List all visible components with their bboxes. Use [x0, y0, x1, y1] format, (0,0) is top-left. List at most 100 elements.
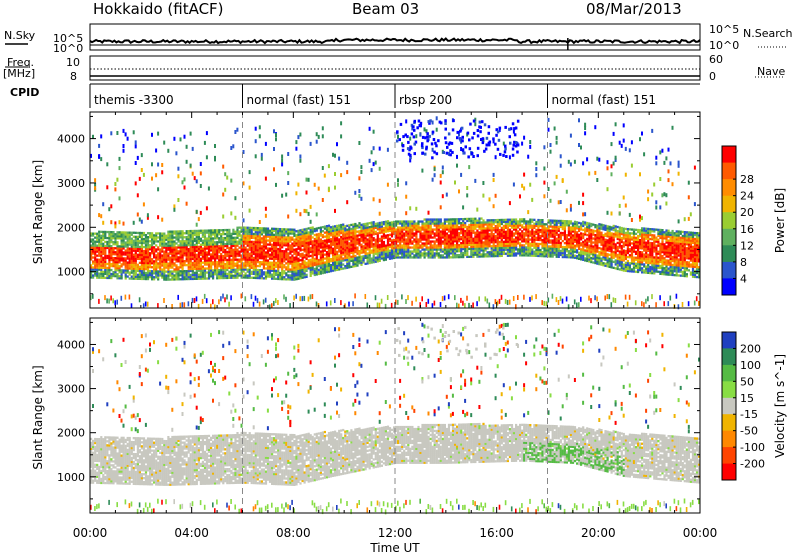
echo-cell: [515, 242, 518, 245]
echo-cell: [368, 251, 371, 255]
echo-cell: [348, 232, 351, 235]
echo-cell: [140, 243, 143, 247]
echo-cell: [232, 248, 235, 251]
echo-cell: [203, 267, 207, 270]
echo-cell: [484, 221, 487, 224]
echo-cell: [122, 233, 125, 236]
echo-cell: [191, 249, 194, 253]
echo-cell: [490, 235, 493, 238]
echo-cell: [510, 226, 514, 229]
echo-cell: [98, 238, 101, 241]
echo-cell: [327, 236, 331, 239]
echo-cell: [325, 231, 329, 234]
echo-cell: [169, 258, 172, 261]
echo-cell: [474, 253, 477, 256]
echo-cell: [338, 238, 341, 241]
echo-cell: [169, 230, 172, 233]
echo-cell: [293, 268, 296, 271]
echo-cell: [437, 222, 440, 225]
echo-cell: [504, 236, 507, 239]
echo-cell: [362, 249, 365, 252]
echo-cell: [165, 248, 168, 251]
echo-cell: [218, 299, 220, 305]
echo-cell: [106, 272, 109, 276]
echo-cell: [252, 246, 255, 250]
echo-cell: [506, 246, 509, 249]
echo-cell: [332, 243, 335, 246]
echo-cell: [275, 255, 278, 259]
echo-cell: [376, 246, 379, 249]
echo-cell: [340, 121, 343, 126]
echo-cell: [515, 220, 518, 223]
echo-cell: [210, 255, 213, 258]
echo-cell: [238, 226, 241, 229]
echo-cell: [98, 244, 101, 247]
echo-cell: [281, 262, 284, 265]
echo-cell: [462, 241, 465, 245]
echo-cell: [508, 228, 512, 231]
echo-cell: [547, 225, 550, 228]
echo-cell: [340, 247, 343, 251]
echo-cell: [287, 246, 290, 249]
echo-cell: [281, 266, 284, 269]
echo-cell: [506, 240, 509, 243]
echo-cell: [181, 242, 184, 245]
echo-cell: [203, 241, 207, 244]
echo-cell: [277, 300, 279, 305]
echo-cell: [506, 232, 509, 235]
echo-cell: [525, 246, 528, 249]
echo-cell: [417, 252, 420, 255]
echo-cell: [340, 267, 343, 271]
echo-cell: [315, 259, 318, 262]
echo-cell: [232, 268, 235, 271]
echo-cell: [504, 224, 507, 227]
echo-cell: [376, 254, 379, 257]
echo-cell: [258, 261, 261, 264]
echo-cell: [118, 265, 121, 268]
echo-cell: [480, 253, 483, 256]
echo-cell: [246, 256, 249, 259]
echo-cell: [490, 233, 493, 236]
echo-cell: [167, 254, 170, 257]
echo-cell: [92, 246, 95, 249]
echo-cell: [508, 224, 512, 227]
echo-cell: [279, 250, 282, 253]
echo-cell: [346, 260, 349, 263]
echo-cell: [271, 243, 274, 246]
echo-cell: [228, 258, 231, 261]
echo-cell: [340, 245, 343, 249]
echo-cell: [179, 258, 182, 261]
echo-cell: [199, 245, 202, 248]
echo-cell: [189, 259, 192, 263]
echo-cell: [283, 254, 286, 257]
echo-cell: [295, 146, 298, 151]
echo-cell: [529, 232, 532, 235]
echo-cell: [327, 224, 331, 227]
echo-cell: [323, 247, 326, 250]
echo-cell: [301, 236, 304, 239]
echo-cell: [313, 269, 316, 273]
echo-cell: [228, 274, 231, 277]
echo-cell: [140, 257, 143, 261]
echo-cell: [216, 245, 219, 248]
echo-cell: [203, 229, 207, 232]
echo-cell: [220, 229, 223, 232]
freq-label: Freq.: [7, 56, 35, 69]
echo-cell: [240, 226, 243, 229]
echo-cell: [273, 259, 276, 262]
echo-cell: [492, 245, 495, 248]
echo-cell: [112, 259, 115, 262]
echo-cell: [173, 256, 176, 259]
echo-cell: [399, 220, 402, 223]
echo-cell: [268, 267, 272, 270]
echo-cell: [268, 229, 272, 232]
echo-cell: [252, 240, 255, 244]
echo-cell: [321, 249, 324, 253]
echo-cell: [427, 242, 430, 245]
echo-cell: [435, 220, 438, 223]
echo-cell: [368, 231, 371, 235]
echo-cell: [199, 267, 202, 270]
echo-cell: [120, 277, 123, 280]
echo-cell: [173, 230, 176, 233]
echo-cell: [372, 162, 375, 167]
